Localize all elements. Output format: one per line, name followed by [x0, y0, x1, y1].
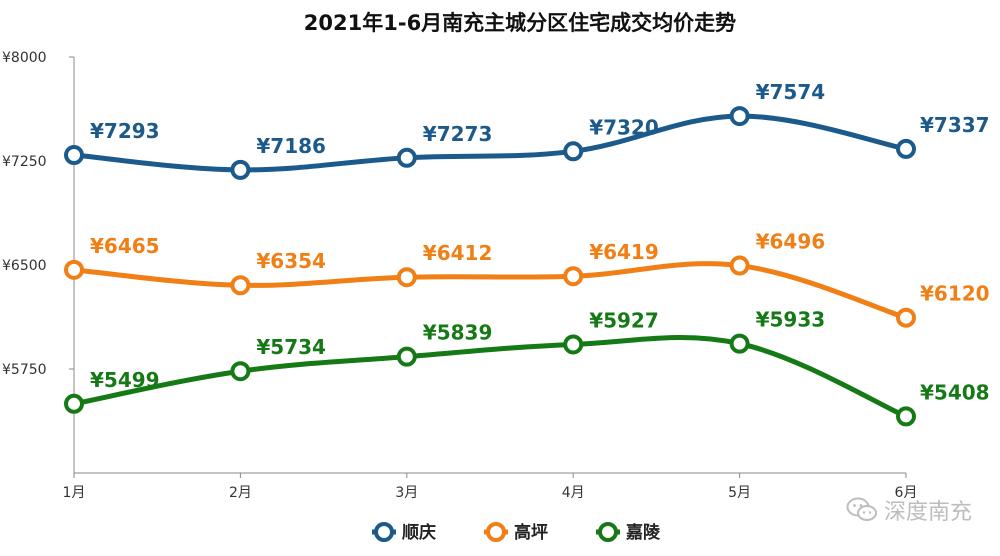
x-tick-label: 5月: [728, 485, 751, 501]
x-tick-group: 1月 2月 3月 4月 5月 6月: [63, 473, 918, 501]
y-tick-label: ¥7250: [2, 154, 47, 170]
data-label: ¥7186: [256, 134, 326, 158]
data-point: [230, 159, 251, 180]
x-tick-label: 6月: [895, 485, 918, 501]
data-point: [896, 307, 916, 328]
data-label: ¥5734: [256, 335, 326, 359]
data-point: [230, 275, 251, 296]
legend-marker: [486, 522, 506, 542]
wechat-icon: [846, 497, 877, 521]
data-label: ¥5839: [423, 321, 493, 345]
chart-title: 2021年1-6月南充主城分区住宅成交均价走势: [304, 11, 736, 35]
data-label: ¥7320: [589, 115, 659, 139]
series-layer: ¥7293 ¥7186 ¥7273 ¥7320 ¥7574 ¥7337 ¥6465 ¥6354…: [64, 80, 990, 427]
data-label: ¥7574: [756, 80, 826, 104]
x-tick-label: 4月: [562, 485, 585, 501]
data-label: ¥7337: [920, 113, 990, 137]
y-tick-label: ¥6500: [2, 258, 47, 274]
data-label: ¥5933: [756, 308, 826, 332]
watermark-text: 深度南充: [883, 500, 972, 525]
data-point: [896, 138, 916, 159]
legend-item: 顺庆: [372, 522, 436, 543]
data-label: ¥6412: [423, 241, 493, 265]
legend-marker: [598, 522, 618, 542]
y-tick-group: ¥5750 ¥6500 ¥7250 ¥8000: [2, 50, 74, 378]
data-label: ¥6354: [256, 249, 326, 273]
legend-label: 顺庆: [402, 522, 436, 543]
data-point: [729, 333, 750, 354]
series-line: [71, 113, 909, 173]
data-point: [396, 346, 417, 367]
data-label: ¥5927: [589, 308, 659, 332]
data-point: [396, 267, 417, 288]
data-point: [230, 361, 251, 382]
legend-item: 高坪: [484, 522, 548, 543]
data-point: [396, 147, 417, 168]
series-1: ¥7293 ¥7186 ¥7273 ¥7320 ¥7574 ¥7337: [64, 80, 990, 180]
data-label: ¥6496: [756, 230, 826, 254]
data-point: [729, 106, 750, 127]
data-label: ¥5408: [920, 380, 990, 404]
series-2: ¥6465 ¥6354 ¥6412 ¥6419 ¥6496 ¥6120: [64, 230, 990, 328]
data-point: [64, 145, 84, 166]
y-tick-label: ¥8000: [2, 50, 47, 66]
series-line: [71, 335, 909, 419]
data-label: ¥5499: [90, 368, 160, 392]
x-tick-label: 1月: [63, 485, 86, 501]
series-3: ¥5499 ¥5734 ¥5839 ¥5927 ¥5933 ¥5408: [64, 308, 990, 427]
legend-item: 嘉陵: [596, 522, 661, 543]
x-tick-label: 3月: [395, 485, 418, 501]
data-label: ¥6419: [589, 240, 659, 264]
data-point: [64, 393, 84, 414]
data-label: ¥7273: [423, 122, 493, 146]
watermark: 深度南充: [846, 494, 972, 526]
data-label: ¥6120: [920, 282, 990, 306]
data-label: ¥7293: [90, 119, 160, 143]
data-point: [563, 334, 584, 355]
data-point: [729, 255, 750, 276]
x-tick-label: 2月: [229, 485, 252, 501]
legend: 顺庆 高坪 嘉陵: [372, 522, 661, 543]
series-line: [71, 261, 909, 321]
y-tick-label: ¥5750: [2, 362, 47, 378]
legend-marker: [374, 522, 394, 542]
data-point: [64, 259, 84, 280]
legend-label: 高坪: [514, 522, 548, 543]
data-point: [563, 141, 584, 162]
legend-label: 嘉陵: [625, 522, 661, 543]
data-point: [896, 406, 916, 427]
data-label: ¥6465: [90, 234, 160, 258]
data-point: [563, 266, 584, 287]
